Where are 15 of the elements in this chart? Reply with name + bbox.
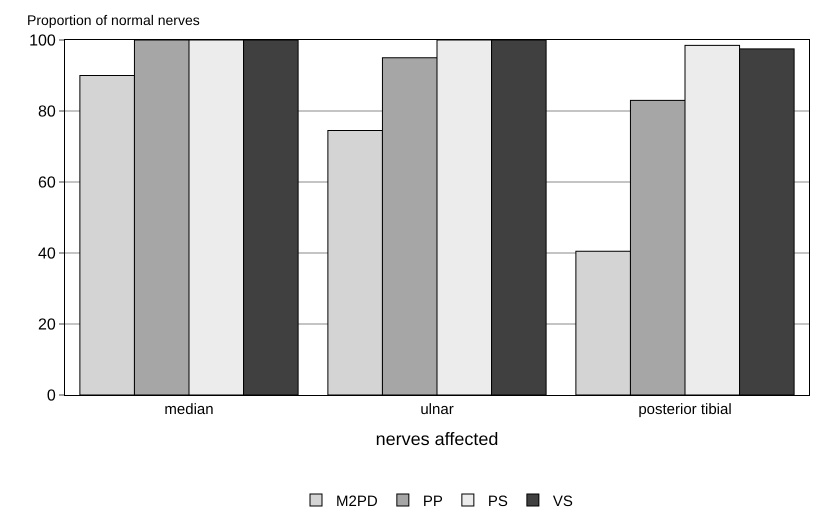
legend-label: M2PD — [336, 492, 378, 510]
y-tick-label: 100 — [29, 32, 56, 50]
y-tick-label: 20 — [38, 316, 56, 334]
y-axis-title: Proportion of normal nerves — [27, 12, 200, 28]
y-tick-label: 80 — [38, 104, 56, 121]
legend-label: PS — [488, 492, 508, 510]
legend-label: PP — [422, 492, 443, 510]
y-tick-label: 60 — [38, 174, 56, 192]
x-tick-label: posterior tibial — [638, 401, 732, 418]
x-tick-label: median — [164, 401, 214, 418]
x-axis-title: nerves affected — [376, 429, 498, 450]
legend-label: VS — [552, 492, 573, 510]
y-tick-label: 40 — [38, 246, 56, 263]
y-tick-label: 0 — [46, 388, 56, 405]
x-tick-label: ulnar — [420, 401, 454, 418]
